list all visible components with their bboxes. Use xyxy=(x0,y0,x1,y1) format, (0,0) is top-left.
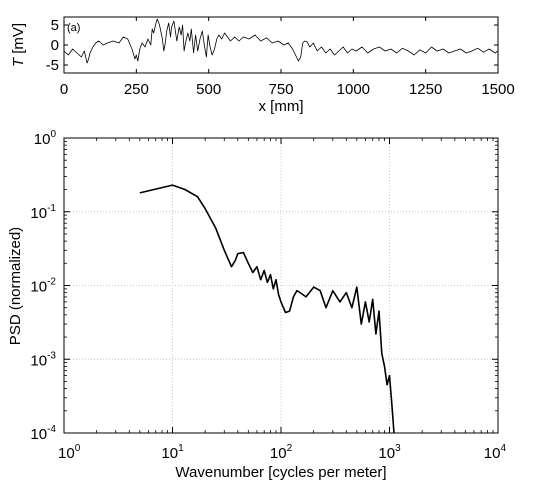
top-y-tick-label: 5 xyxy=(51,17,59,34)
top-y-axis-label-symbol: T xyxy=(10,56,27,67)
top-x-axis-label: x [mm] xyxy=(259,98,304,115)
top-x-tick-label: 750 xyxy=(268,81,293,98)
top-x-tick-labels: 0 250 500 750 1000 1250 1500 xyxy=(60,81,515,98)
panel-label: (a) xyxy=(67,22,80,34)
psd-x-tick-label: 101 xyxy=(161,443,184,462)
psd-x-tick-label: 103 xyxy=(378,443,401,462)
psd-y-tick-labels: 100 10-1 10-2 10-3 10-4 xyxy=(30,129,56,443)
top-y-axis-label: T [mV] xyxy=(10,23,27,67)
top-series-layer xyxy=(63,18,499,64)
psd-grid xyxy=(64,138,498,433)
top-x-tick-label: 250 xyxy=(124,81,149,98)
psd-x-tick-labels: 100 101 102 103 104 xyxy=(58,443,506,462)
top-y-tick-labels: 5 0 -5 xyxy=(46,17,59,74)
psd-y-axis-label: PSD (normalized) xyxy=(7,227,24,345)
psd-x-tick-label: 104 xyxy=(484,443,507,462)
top-ticks xyxy=(63,17,499,73)
top-x-tick-label: 500 xyxy=(196,81,221,98)
top-plot-area xyxy=(63,16,499,74)
psd-y-tick-label: 100 xyxy=(34,129,57,148)
psd-plot-frame xyxy=(63,137,499,434)
psd-series-layer xyxy=(139,184,395,434)
psd-x-axis-label: Wavenumber [cycles per meter] xyxy=(175,464,386,481)
temperature-signal-line xyxy=(63,18,499,64)
psd-x-tick-label: 100 xyxy=(58,443,81,462)
psd-y-tick-label: 10-2 xyxy=(30,277,56,296)
psd-panel: 100 101 102 103 104 100 10-1 10-2 10-3 10-4 Wave… xyxy=(7,129,506,481)
top-x-tick-label: 0 xyxy=(60,81,68,98)
top-y-axis-label-unit: [mV] xyxy=(10,23,27,58)
top-y-tick-label: 0 xyxy=(51,37,59,54)
top-x-tick-label: 1000 xyxy=(337,81,370,98)
psd-y-tick-label: 10-1 xyxy=(30,203,56,222)
psd-y-tick-label: 10-3 xyxy=(30,350,56,369)
top-y-tick-label: -5 xyxy=(46,57,59,74)
temperature-signal-panel: (a) 0 250 500 750 1000 1250 1500 50-5 x [mm] T… xyxy=(10,16,515,115)
psd-x-tick-label: 102 xyxy=(270,443,293,462)
psd-spectrum-line xyxy=(139,184,395,434)
psd-y-tick-label: 10-4 xyxy=(30,424,56,443)
top-x-tick-label: 1250 xyxy=(409,81,442,98)
top-x-tick-label: 1500 xyxy=(481,81,514,98)
